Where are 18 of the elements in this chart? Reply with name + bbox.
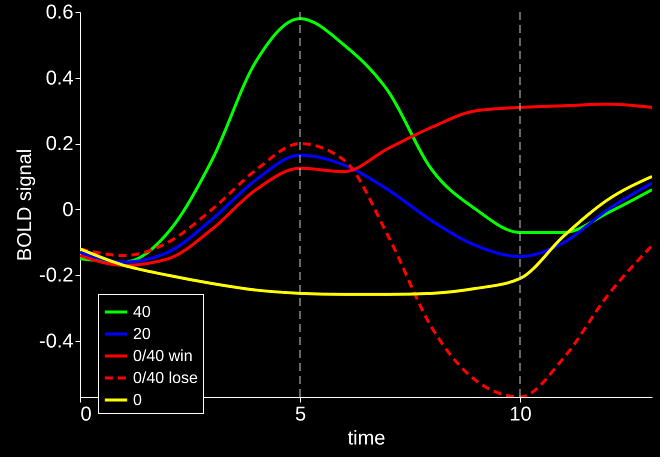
y-tick-label: -0.2	[39, 264, 74, 287]
y-axis-title: BOLD signal	[14, 148, 36, 262]
legend-label: 0	[133, 392, 142, 409]
y-tick-label: 0.4	[46, 67, 74, 90]
x-axis-title: time	[348, 428, 386, 450]
y-tick-label: 0.2	[46, 133, 74, 156]
line-series	[80, 175, 652, 296]
y-tick-label: 0	[62, 198, 74, 221]
legend-label: 40	[133, 304, 151, 321]
y-tick-label: -0.4	[39, 330, 74, 353]
x-tick-label: 10	[509, 404, 532, 426]
legend-label: 20	[133, 326, 151, 343]
legend-label: 0/40 lose	[133, 370, 198, 387]
x-tick-label: 5	[294, 404, 306, 426]
legend-label: 0/40 win	[133, 348, 193, 365]
line-series	[80, 154, 652, 264]
y-tick-label: 0.6	[46, 2, 74, 24]
x-tick-label: 0	[80, 404, 92, 426]
